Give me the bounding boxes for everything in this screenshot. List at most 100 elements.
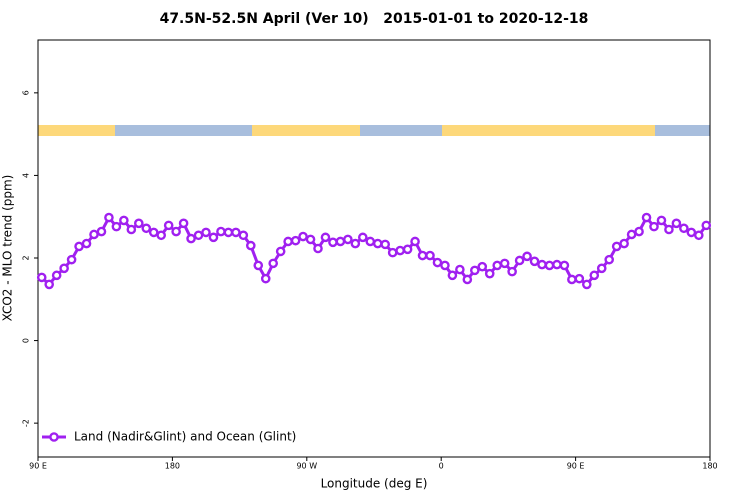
data-point: [574, 273, 585, 284]
data-point: [440, 260, 450, 271]
data-point: [537, 259, 547, 270]
data-point: [119, 215, 129, 226]
data-point: [656, 215, 667, 226]
data-point: [484, 268, 495, 279]
data-point: [507, 266, 517, 277]
data-point: [447, 270, 458, 281]
data-point: [275, 246, 286, 257]
data-point: [619, 238, 629, 249]
y-tick-label: 2: [22, 255, 31, 260]
data-point: [694, 230, 704, 241]
data-point: [679, 223, 689, 234]
x-tick-label: 90 W: [296, 462, 317, 471]
data-point: [51, 270, 62, 281]
data-point: [104, 212, 114, 223]
data-point: [492, 260, 503, 271]
chart-title: 47.5N-52.5N April (Ver 10) 2015-01-01 to…: [160, 11, 589, 27]
data-point: [462, 274, 473, 285]
legend-label: Land (Nadir&Glint) and Ocean (Glint): [74, 430, 296, 444]
data-point: [223, 227, 234, 238]
data-point: [201, 227, 211, 238]
data-point: [387, 247, 398, 258]
data-point: [36, 272, 47, 283]
data-point: [59, 263, 69, 274]
data-point: [529, 256, 540, 267]
y-axis-label: XCO2 - MLO trend (ppm): [1, 175, 15, 322]
data-point: [432, 257, 443, 268]
data-point: [410, 236, 420, 247]
x-tick-label: 90 E: [567, 462, 585, 471]
y-tick-label: 6: [22, 90, 31, 95]
data-point: [671, 218, 682, 229]
legend-marker: [49, 432, 59, 442]
ocean-strip: [360, 125, 442, 136]
data-point: [455, 264, 465, 275]
data-point: [186, 233, 196, 244]
data-point: [402, 244, 413, 255]
data-point: [283, 236, 293, 247]
data-point: [298, 231, 308, 242]
data-point: [596, 263, 607, 274]
data-point: [380, 239, 391, 250]
x-axis-label: Longitude (deg E): [321, 477, 428, 491]
data-point: [193, 230, 204, 241]
data-point: [156, 230, 166, 241]
data-point: [216, 226, 226, 237]
data-point: [335, 236, 346, 247]
data-point: [231, 227, 241, 238]
data-point: [44, 279, 55, 290]
data-point: [208, 232, 219, 243]
data-point: [425, 250, 435, 261]
y-tick-label: 4: [22, 173, 31, 178]
data-point: [522, 251, 532, 262]
data-point: [582, 279, 592, 290]
x-tick-label: 0: [439, 462, 444, 471]
data-point: [111, 221, 122, 232]
data-point: [641, 212, 652, 223]
x-tick-label: 180: [165, 462, 180, 471]
x-tick-label: 90 E: [29, 462, 47, 471]
data-point: [81, 238, 92, 249]
data-point: [96, 226, 107, 237]
land-strip: [442, 125, 655, 136]
data-point: [589, 270, 600, 281]
data-point: [626, 229, 637, 240]
y-tick-label: -2: [22, 419, 31, 427]
data-point: [268, 258, 279, 269]
data-point: [701, 220, 712, 231]
data-point: [664, 224, 674, 235]
data-point: [74, 241, 84, 252]
data-point: [163, 220, 174, 231]
ocean-strip: [655, 125, 710, 136]
data-point: [126, 224, 137, 235]
data-point: [365, 236, 376, 247]
y-tick-label: 0: [22, 338, 31, 343]
data-point: [238, 230, 249, 241]
data-point: [253, 260, 264, 271]
data-point: [552, 259, 562, 270]
ocean-strip: [115, 125, 252, 136]
data-point: [357, 232, 368, 243]
data-point: [395, 245, 405, 256]
data-point: [604, 254, 615, 265]
x-tick-label: 180: [702, 462, 717, 471]
data-point: [290, 235, 301, 246]
data-point: [178, 218, 189, 229]
data-point: [66, 254, 77, 265]
land-ocean-band: [38, 125, 710, 136]
data-point: [567, 274, 577, 285]
data-point: [260, 273, 271, 284]
data-point: [544, 260, 555, 271]
data-point: [141, 223, 152, 234]
data-point: [559, 260, 570, 271]
data-point: [313, 243, 323, 254]
data-point: [499, 258, 510, 269]
land-strip: [38, 125, 115, 136]
data-point: [89, 229, 99, 240]
data-point: [350, 238, 361, 249]
data-point: [133, 218, 144, 229]
data-point: [477, 261, 488, 272]
data-point: [469, 265, 480, 276]
